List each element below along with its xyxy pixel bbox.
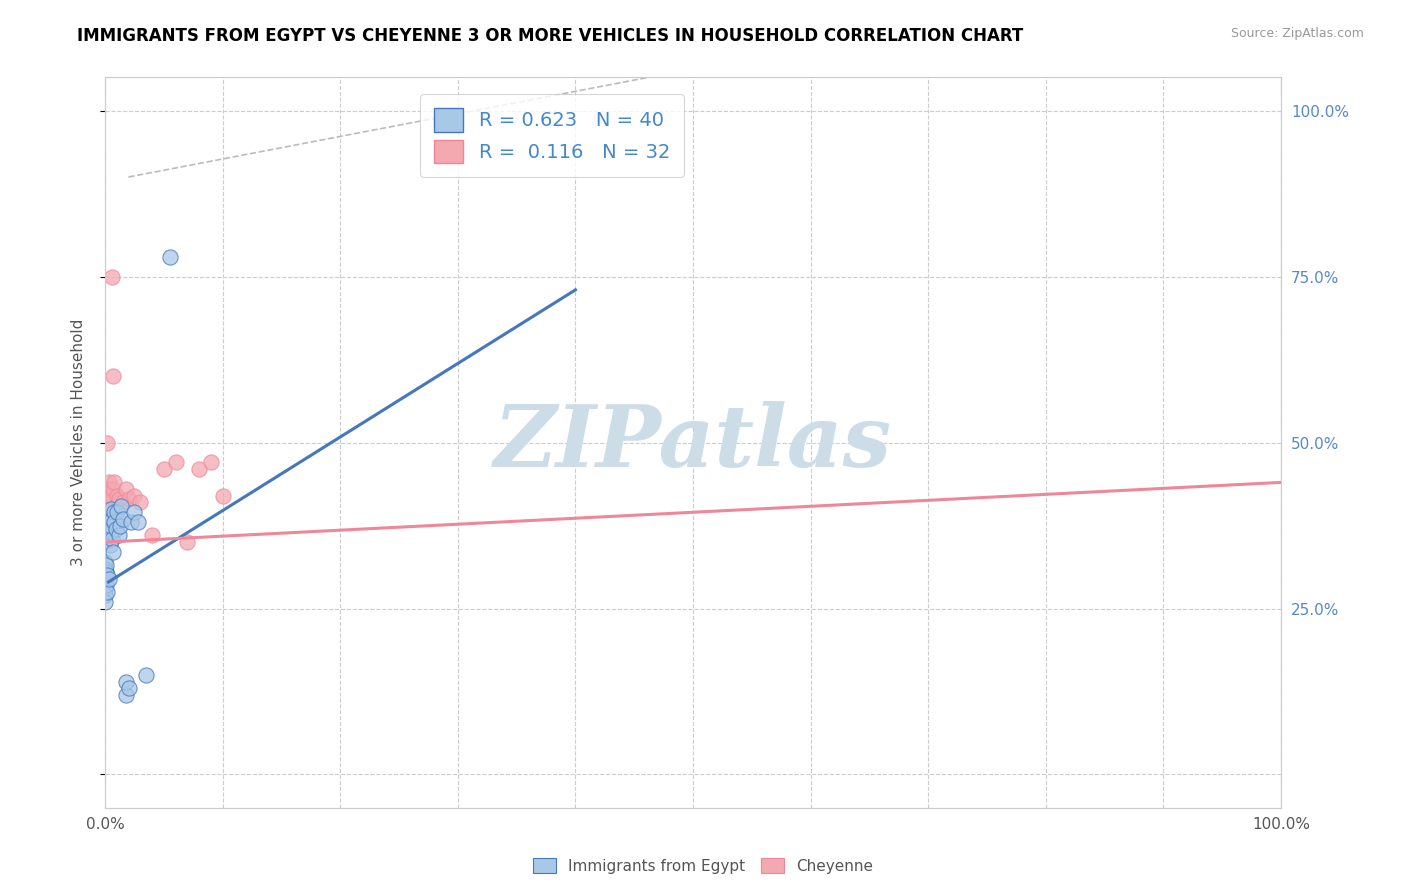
Point — [96, 505, 118, 519]
Point — [115, 482, 138, 496]
Point — [94, 595, 117, 609]
Point — [94, 535, 117, 549]
Point — [105, 505, 128, 519]
Y-axis label: 3 or more Vehicles in Household: 3 or more Vehicles in Household — [72, 318, 86, 566]
Point — [100, 518, 122, 533]
Point — [152, 462, 174, 476]
Point — [165, 455, 187, 469]
Point — [100, 489, 122, 503]
Point — [159, 250, 181, 264]
Point — [96, 568, 118, 582]
Point — [94, 508, 117, 523]
Point — [94, 562, 117, 576]
Point — [124, 489, 146, 503]
Point — [200, 455, 222, 469]
Point — [115, 674, 138, 689]
Point — [127, 515, 149, 529]
Point — [108, 491, 131, 506]
Point — [101, 512, 124, 526]
Point — [96, 578, 118, 592]
Point — [98, 502, 121, 516]
Point — [97, 475, 120, 490]
Point — [97, 489, 120, 503]
Point — [103, 482, 125, 496]
Point — [135, 668, 157, 682]
Point — [117, 491, 139, 506]
Point — [103, 505, 125, 519]
Point — [176, 535, 198, 549]
Point — [94, 574, 117, 589]
Point — [141, 528, 163, 542]
Point — [110, 499, 132, 513]
Point — [100, 502, 122, 516]
Point — [117, 681, 139, 696]
Point — [94, 588, 117, 602]
Point — [94, 528, 117, 542]
Point — [97, 528, 120, 542]
Point — [188, 462, 211, 476]
Point — [105, 489, 128, 503]
Point — [96, 565, 118, 579]
Point — [101, 532, 124, 546]
Point — [111, 512, 134, 526]
Point — [96, 522, 118, 536]
Point — [101, 269, 124, 284]
Text: IMMIGRANTS FROM EGYPT VS CHEYENNE 3 OR MORE VEHICLES IN HOUSEHOLD CORRELATION CH: IMMIGRANTS FROM EGYPT VS CHEYENNE 3 OR M… — [77, 27, 1024, 45]
Point — [98, 522, 121, 536]
Point — [97, 572, 120, 586]
Point — [98, 538, 121, 552]
Point — [103, 545, 125, 559]
Point — [129, 495, 152, 509]
Point — [96, 585, 118, 599]
Point — [103, 475, 125, 490]
Point — [98, 482, 121, 496]
Point — [96, 558, 118, 573]
Legend: Immigrants from Egypt, Cheyenne: Immigrants from Egypt, Cheyenne — [527, 852, 879, 880]
Point — [96, 435, 118, 450]
Point — [111, 495, 134, 509]
Point — [94, 515, 117, 529]
Point — [98, 515, 121, 529]
Text: Source: ZipAtlas.com: Source: ZipAtlas.com — [1230, 27, 1364, 40]
Point — [211, 489, 233, 503]
Point — [110, 518, 132, 533]
Point — [108, 528, 131, 542]
Point — [96, 502, 118, 516]
Point — [124, 505, 146, 519]
Text: ZIPatlas: ZIPatlas — [494, 401, 891, 484]
Point — [94, 568, 117, 582]
Point — [100, 525, 122, 540]
Point — [94, 555, 117, 569]
Point — [94, 582, 117, 596]
Legend: R = 0.623   N = 40, R =  0.116   N = 32: R = 0.623 N = 40, R = 0.116 N = 32 — [420, 95, 683, 177]
Point — [104, 522, 127, 536]
Point — [97, 518, 120, 533]
Point — [103, 369, 125, 384]
Point — [96, 495, 118, 509]
Point — [115, 688, 138, 702]
Point — [120, 515, 142, 529]
Point — [103, 515, 125, 529]
